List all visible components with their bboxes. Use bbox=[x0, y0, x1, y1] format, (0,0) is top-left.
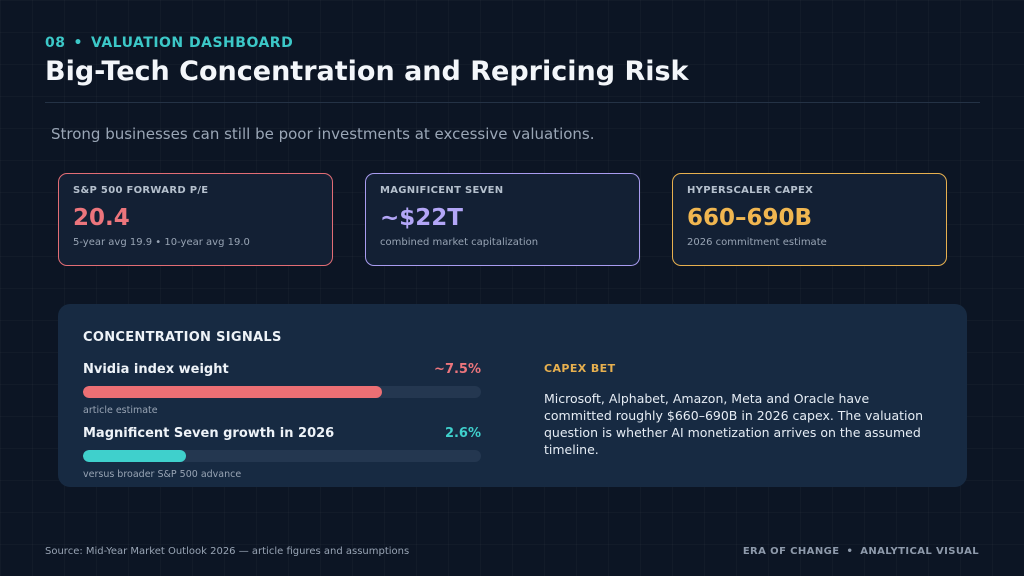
progress-fill bbox=[83, 386, 382, 398]
card-value: 660–690B bbox=[687, 205, 813, 231]
section-eyebrow: 08 • VALUATION DASHBOARD bbox=[45, 35, 293, 51]
page-subtitle: Strong businesses can still be poor inve… bbox=[51, 125, 595, 143]
metric-name: Magnificent Seven growth in 2026 bbox=[83, 426, 335, 441]
brand-left: ERA OF CHANGE bbox=[742, 546, 840, 557]
progress-track bbox=[83, 450, 481, 462]
section-label: VALUATION DASHBOARD bbox=[90, 35, 294, 51]
metric-note: article estimate bbox=[83, 405, 158, 416]
card-label: S&P 500 FORWARD P/E bbox=[73, 185, 209, 196]
section-number: 08 bbox=[45, 35, 66, 51]
card-label: MAGNIFICENT SEVEN bbox=[380, 185, 504, 196]
progress-fill bbox=[83, 450, 187, 462]
card-note: 5-year avg 19.9 • 10-year avg 19.0 bbox=[73, 237, 250, 248]
capex-heading: CAPEX BET bbox=[544, 362, 616, 375]
nvidia-weight-metric: Nvidia index weight ~7.5% article estima… bbox=[83, 362, 481, 416]
title-divider bbox=[45, 102, 980, 103]
metric-name: Nvidia index weight bbox=[83, 362, 229, 377]
card-label: HYPERSCALER CAPEX bbox=[687, 185, 814, 196]
forward-pe-card: S&P 500 FORWARD P/E 20.4 5-year avg 19.9… bbox=[58, 173, 333, 266]
eyebrow-separator: • bbox=[73, 35, 83, 51]
metric-note: versus broader S&P 500 advance bbox=[83, 469, 242, 480]
footer-brand: ERA OF CHANGE • ANALYTICAL VISUAL bbox=[743, 546, 979, 557]
m7-growth-metric: Magnificent Seven growth in 2026 2.6% ve… bbox=[83, 426, 481, 480]
metric-value: 2.6% bbox=[444, 426, 481, 441]
magnificent-seven-card: MAGNIFICENT SEVEN ~$22T combined market … bbox=[365, 173, 640, 266]
hyperscaler-capex-card: HYPERSCALER CAPEX 660–690B 2026 commitme… bbox=[672, 173, 947, 266]
brand-separator: • bbox=[846, 546, 854, 557]
signals-heading: CONCENTRATION SIGNALS bbox=[83, 330, 282, 345]
card-value: 20.4 bbox=[73, 205, 130, 231]
metric-value: ~7.5% bbox=[434, 362, 481, 377]
source-note: Source: Mid-Year Market Outlook 2026 — a… bbox=[45, 546, 410, 557]
card-note: 2026 commitment estimate bbox=[687, 237, 827, 248]
capex-body: Microsoft, Alphabet, Amazon, Meta and Or… bbox=[544, 391, 924, 457]
page-title: Big-Tech Concentration and Repricing Ris… bbox=[45, 56, 689, 87]
brand-right: ANALYTICAL VISUAL bbox=[860, 546, 979, 557]
card-note: combined market capitalization bbox=[380, 237, 539, 248]
concentration-panel: CONCENTRATION SIGNALS Nvidia index weigh… bbox=[58, 304, 967, 487]
progress-track bbox=[83, 386, 481, 398]
card-value: ~$22T bbox=[380, 205, 463, 231]
